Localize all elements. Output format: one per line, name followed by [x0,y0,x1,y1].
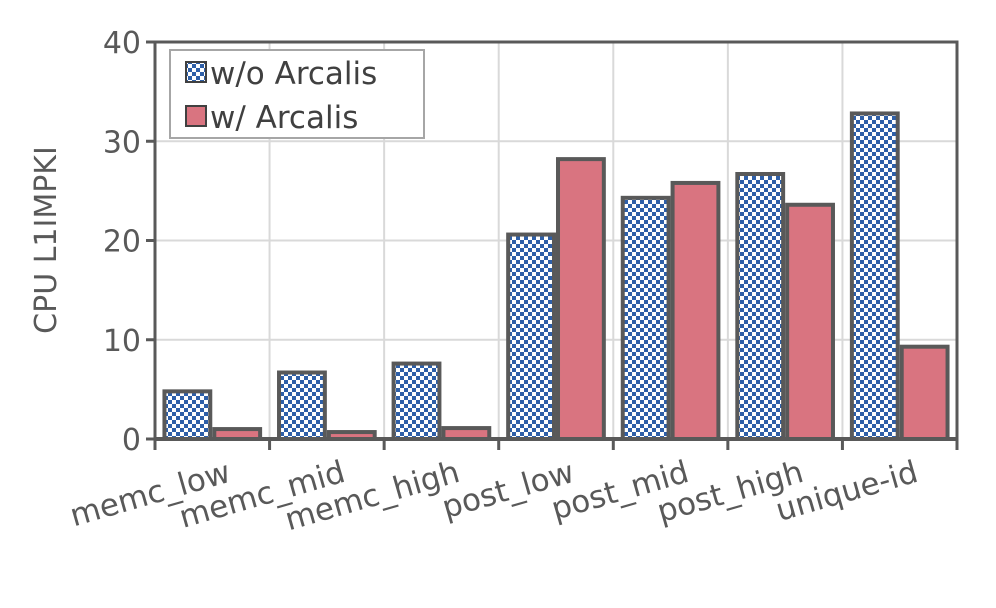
bar-w-o-arcalis-post-mid [620,195,671,441]
bar-w-o-arcalis-memc-low [162,389,213,441]
legend-label-without-arcalis: w/o Arcalis [210,56,377,92]
bar-w-o-arcalis-unique-id [849,111,900,442]
bar-w-arcalis-unique-id [899,344,950,442]
bar-w-o-arcalis-memc-mid [277,370,327,441]
legend-swatch-with-arcalis [185,105,207,127]
bar-w-o-arcalis-post-high [735,172,786,441]
bar-w-arcalis-post-high [785,202,835,441]
bar-w-arcalis-post-mid [670,180,721,441]
bar-w-arcalis-post-low [556,157,606,442]
axes [146,40,959,450]
y-axis-title: CPU L1IMPKI [29,146,64,334]
y-tick-label-10: 10 [103,324,141,359]
y-tick-label-20: 20 [103,225,141,260]
legend-label-with-arcalis: w/ Arcalis [210,100,358,136]
legend-swatch-without-arcalis [185,61,207,83]
bar-w-o-arcalis-post-low [506,232,556,441]
bars [162,111,950,442]
y-tick-label-0: 0 [122,423,141,458]
y-tick-label-30: 30 [103,125,141,160]
y-tick-label-40: 40 [103,26,141,61]
bar-w-o-arcalis-memc-high [391,361,442,442]
legend-box [169,49,425,139]
legend: w/o Arcalis w/ Arcalis [169,49,425,139]
